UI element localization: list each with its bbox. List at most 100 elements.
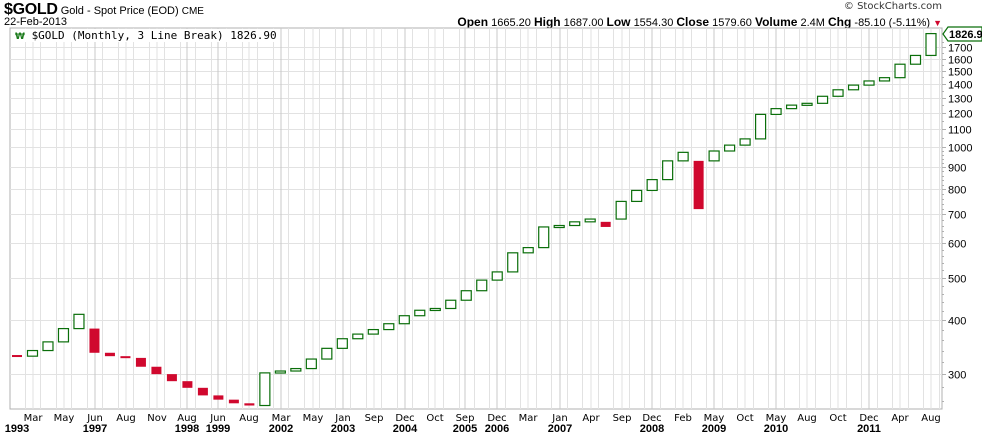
x-tick-month: Mar <box>24 413 44 424</box>
up-brick <box>367 328 379 335</box>
last-value-tag: 1826.90 <box>942 26 982 42</box>
y-tick-label: 1700 <box>948 43 972 55</box>
x-tick-year: 2005 <box>453 423 477 433</box>
x-tick-year: 1998 <box>175 423 199 433</box>
x-tick-month: Aug <box>177 413 197 424</box>
up-brick <box>398 315 410 325</box>
x-tick-month: May <box>54 413 75 424</box>
y-tick-label: 600 <box>948 239 966 251</box>
x-tick-month: Apr <box>582 413 600 424</box>
up-brick <box>491 271 503 281</box>
up-brick <box>290 367 302 372</box>
chart-title: $GOLD Gold - Spot Price (EOD) CME <box>4 1 204 19</box>
y-tick-label: 1300 <box>948 94 972 106</box>
up-brick <box>460 290 472 301</box>
up-brick <box>274 370 286 374</box>
chart-date: 22-Feb-2013 <box>4 16 67 28</box>
x-tick-year: 2003 <box>331 423 355 433</box>
y-tick-label: 500 <box>948 274 966 286</box>
up-brick <box>708 150 720 162</box>
x-tick-month: May <box>766 413 787 424</box>
chg-value: -85.10 (-5.11%) <box>854 17 931 29</box>
up-brick <box>26 349 39 357</box>
down-brick <box>12 355 22 358</box>
up-brick <box>662 160 674 181</box>
legend-text: $GOLD (Monthly, 3 Line Break) 1826.90 <box>31 29 277 42</box>
x-tick-year: 1997 <box>83 423 107 433</box>
exchange: CME <box>181 6 204 17</box>
up-brick <box>646 179 658 192</box>
x-tick-month: Aug <box>116 413 136 424</box>
x-tick-month: Aug <box>239 413 259 424</box>
up-brick <box>584 218 596 223</box>
up-brick <box>847 84 860 91</box>
up-brick <box>57 327 70 343</box>
up-brick <box>414 309 426 317</box>
x-tick-month: Aug <box>921 413 941 424</box>
up-brick <box>801 102 813 106</box>
open-value: 1665.20 <box>491 17 531 29</box>
x-tick-month: Aug <box>797 413 817 424</box>
x-tick-month: Dec <box>487 413 506 424</box>
x-tick-month: Dec <box>395 413 414 424</box>
open-label: Open <box>457 15 489 29</box>
down-brick <box>120 356 131 359</box>
up-brick <box>677 151 689 162</box>
volume-label: Volume <box>754 15 798 29</box>
y-axis: 300 400 500 600 700 800 900 1000 1100 1200 1300 140… <box>942 26 982 402</box>
x-tick-year: 2007 <box>548 423 572 433</box>
x-tick-month: Oct <box>829 413 846 424</box>
x-tick-year: 1993 <box>5 423 29 433</box>
down-brick <box>600 221 611 227</box>
low-label: Low <box>606 15 631 29</box>
symbol: $GOLD <box>4 1 58 18</box>
up-brick <box>429 307 441 312</box>
x-tick-month: Feb <box>674 413 692 424</box>
up-brick <box>754 113 767 140</box>
down-brick <box>228 399 239 404</box>
down-brick <box>182 381 193 388</box>
x-tick-month: Dec <box>859 413 878 424</box>
up-brick <box>73 313 85 330</box>
x-tick-year: 2008 <box>640 423 664 433</box>
y-tick-label: 300 <box>948 370 966 382</box>
up-brick <box>894 63 906 79</box>
x-tick-month: Nov <box>147 413 167 424</box>
x-tick-month: Sep <box>365 413 384 424</box>
x-tick-month: Sep <box>613 413 632 424</box>
x-tick-year: 2006 <box>485 423 509 433</box>
x-tick-month: May <box>303 413 324 424</box>
y-tick-label: 700 <box>948 210 966 222</box>
up-brick <box>305 358 317 370</box>
grid <box>9 27 943 410</box>
up-brick <box>553 224 565 229</box>
up-brick <box>785 104 798 110</box>
svg-text:1826.90: 1826.90 <box>949 29 982 41</box>
x-tick-month: May <box>704 413 725 424</box>
down-brick <box>693 160 704 210</box>
y-tick-label: 900 <box>948 163 966 175</box>
instrument-name: Gold - Spot Price (EOD) <box>60 5 179 17</box>
x-tick-year: 2004 <box>393 423 418 433</box>
x-tick-month: Apr <box>891 413 909 424</box>
up-brick <box>863 80 875 86</box>
up-brick <box>724 144 736 152</box>
down-brick <box>197 387 208 396</box>
y-tick-label: 800 <box>948 185 966 197</box>
down-brick <box>151 366 162 375</box>
chart-legend: ₩ $GOLD (Monthly, 3 Line Break) 1826.90 <box>13 29 279 42</box>
up-brick <box>445 299 457 310</box>
up-brick <box>832 89 844 97</box>
up-brick <box>878 77 891 82</box>
x-tick-month: Sep <box>456 413 475 424</box>
close-label: Close <box>676 15 710 29</box>
brick-series <box>12 32 937 407</box>
y-tick-label: 1000 <box>948 143 972 155</box>
up-brick <box>538 226 550 249</box>
x-tick-year: 2011 <box>857 423 881 433</box>
up-brick <box>383 323 395 331</box>
up-brick <box>909 54 922 65</box>
x-tick-year: 1999 <box>206 423 230 433</box>
